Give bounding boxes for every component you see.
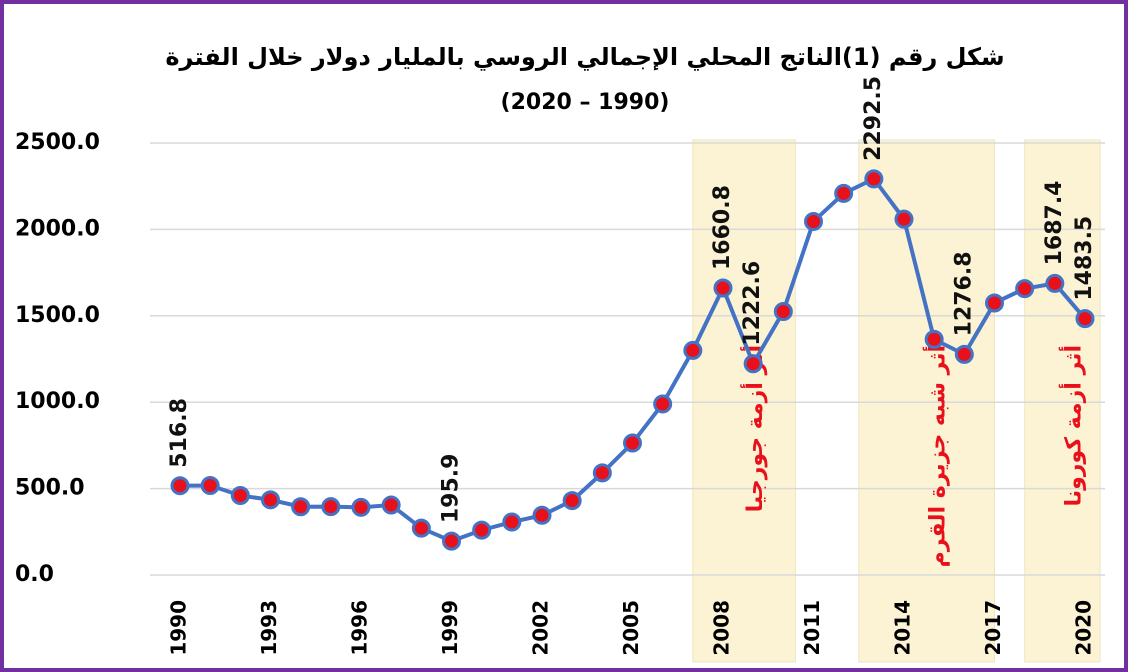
annotation: أثر أزمة كورونا (1057, 345, 1086, 506)
chart-subtitle: (2020 – 1990) (501, 90, 670, 115)
point-marker (985, 293, 1004, 313)
point-marker (834, 183, 854, 203)
point-marker (592, 463, 612, 483)
x-tick-label: 1993 (257, 600, 281, 656)
data-label: 195.9 (439, 454, 464, 524)
point-marker (683, 340, 703, 360)
y-tick-label: 0.0 (15, 562, 54, 587)
point-marker (502, 512, 522, 532)
data-label: 1222.6 (740, 261, 765, 346)
x-tick-label: 2005 (619, 600, 643, 656)
point-marker (381, 495, 401, 515)
data-label: 1483.5 (1072, 216, 1097, 301)
data-label: 1687.4 (1042, 181, 1067, 266)
point-marker (713, 278, 733, 298)
x-tick-label: 2017 (981, 600, 1005, 656)
point-marker (924, 329, 944, 349)
chart-title: شكل رقم (1)الناتج المحلي الإجمالي الروسي… (165, 43, 1004, 71)
point-marker (442, 531, 461, 551)
data-label: 1276.8 (951, 251, 976, 336)
point-marker (472, 520, 492, 540)
point-marker (773, 301, 793, 321)
point-marker (562, 491, 582, 511)
x-tick-label: 2020 (1072, 600, 1096, 656)
y-tick-label: 500.0 (15, 476, 85, 501)
x-tick-label: 2014 (891, 600, 915, 656)
point-marker (864, 169, 884, 189)
x-tick-label: 1990 (167, 600, 191, 656)
point-marker (170, 476, 190, 496)
point-marker (321, 497, 341, 517)
point-marker (411, 518, 431, 538)
annotation: أثر شبه جزيرة القرم (922, 345, 951, 567)
point-marker (894, 209, 914, 229)
x-tick-label: 2008 (710, 600, 734, 656)
point-marker (1015, 279, 1035, 299)
y-tick-label: 2500.0 (15, 130, 100, 155)
data-label: 2292.5 (861, 76, 886, 161)
point-marker (954, 344, 974, 364)
point-marker (351, 497, 371, 517)
x-tick-label: 2002 (529, 600, 553, 656)
x-tick-label: 1999 (438, 600, 462, 656)
point-marker (653, 394, 673, 414)
point-marker (532, 505, 552, 525)
data-label: 1660.8 (710, 185, 735, 270)
y-tick-label: 1000.0 (15, 389, 100, 414)
point-marker (1075, 309, 1095, 329)
data-label: 516.8 (167, 398, 192, 468)
point-marker (230, 485, 250, 505)
point-marker (291, 497, 311, 517)
point-marker (200, 476, 220, 496)
point-marker (1045, 273, 1065, 293)
y-tick-label: 2000.0 (15, 216, 100, 241)
x-tick-label: 1996 (348, 600, 372, 656)
point-marker (261, 490, 280, 510)
y-tick-label: 1500.0 (15, 303, 100, 328)
point-marker (804, 211, 823, 231)
point-marker (623, 433, 642, 453)
point-marker (743, 354, 763, 374)
x-tick-label: 2011 (800, 600, 824, 656)
